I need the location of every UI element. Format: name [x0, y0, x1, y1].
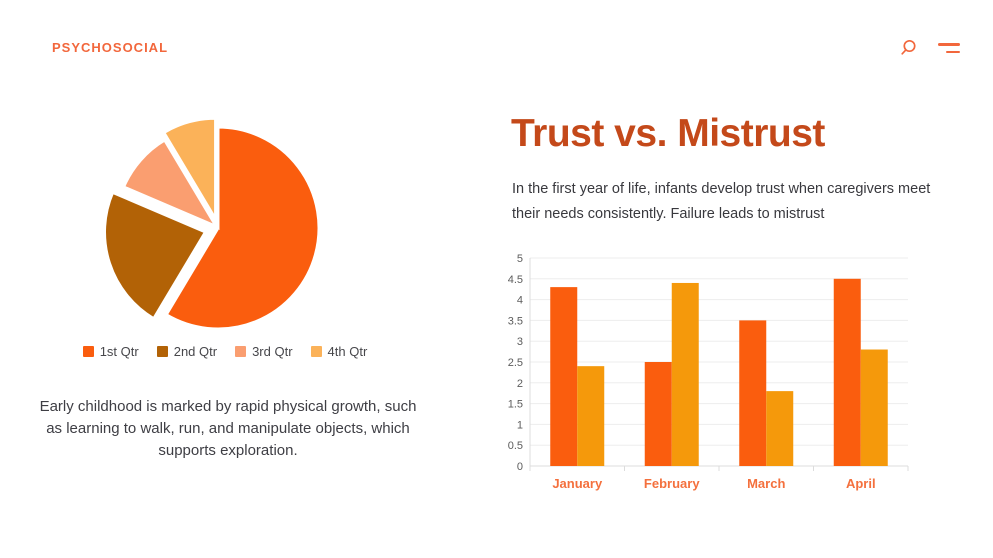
y-axis-tick-label: 4 — [517, 295, 523, 307]
bar-march-series1 — [739, 320, 767, 466]
slide-title: Trust vs. Mistrust — [511, 112, 825, 155]
bar-january-series1 — [550, 287, 578, 466]
slide-subtitle: In the first year of life, infants devel… — [512, 181, 931, 222]
bar-april-series1 — [833, 278, 861, 466]
bar-february-series1 — [644, 362, 672, 466]
menu-icon[interactable] — [938, 43, 960, 53]
y-axis-tick-label: 1 — [517, 419, 523, 431]
pie-slice-2nd-qtr — [103, 190, 208, 321]
legend-swatch — [156, 346, 168, 357]
menu-icon-bar-bottom — [946, 50, 960, 53]
y-axis-tick-label: 0.5 — [508, 440, 523, 452]
pie-slice-4th-qtr — [161, 116, 218, 225]
y-axis-tick-label: 5 — [517, 253, 523, 265]
pie-legend: 1st Qtr 2nd Qtr 3rd Qtr 4th Qtr — [40, 344, 410, 359]
bar-february-series2 — [671, 282, 699, 466]
legend-swatch — [310, 346, 322, 357]
menu-icon-bar-top — [938, 43, 960, 46]
pie-slice-1st-qtr — [164, 125, 321, 331]
legend-label: 3rd Qtr — [252, 344, 293, 359]
legend-label: 2nd Qtr — [173, 344, 218, 359]
y-axis-tick-label: 3 — [517, 336, 523, 348]
x-axis-category-label: March — [747, 476, 785, 491]
search-icon[interactable] — [898, 38, 918, 58]
bar-chart: 0 0.5 1 1.5 2 2.5 3 3.5 4 4.5 5 January February Marc… — [508, 253, 909, 491]
bar-march-series2 — [766, 391, 794, 466]
legend-label: 4th Qtr — [327, 344, 368, 359]
x-axis-category-label: January — [552, 476, 603, 491]
legend-item-1st-qtr: 1st Qtr — [82, 344, 139, 359]
legend-item-4th-qtr: 4th Qtr — [310, 344, 368, 359]
y-axis-tick-label: 0 — [517, 461, 523, 473]
y-axis-tick-label: 2 — [517, 378, 523, 390]
y-axis-tick-label: 3.5 — [508, 315, 523, 327]
y-axis-tick-label: 4.5 — [508, 274, 523, 286]
legend-swatch — [235, 346, 247, 357]
legend-label: 1st Qtr — [99, 344, 139, 359]
pie-caption: Early childhood is marked by rapid physi… — [39, 398, 417, 460]
x-axis-category-label: April — [846, 476, 876, 491]
brand-title: PSYCHOSOCIAL — [52, 40, 169, 55]
bar-april-series2 — [860, 349, 888, 466]
legend-item-3rd-qtr: 3rd Qtr — [235, 344, 293, 359]
header-toolbar — [898, 38, 960, 58]
bar-january-series2 — [577, 366, 605, 466]
pie-chart — [103, 116, 321, 331]
legend-swatch — [82, 346, 94, 357]
pie-slice-3rd-qtr — [121, 137, 221, 230]
y-axis-tick-label: 1.5 — [508, 399, 523, 411]
y-axis-tick-label: 2.5 — [508, 357, 523, 369]
legend-item-2nd-qtr: 2nd Qtr — [156, 344, 218, 359]
x-axis-category-label: February — [644, 476, 700, 491]
